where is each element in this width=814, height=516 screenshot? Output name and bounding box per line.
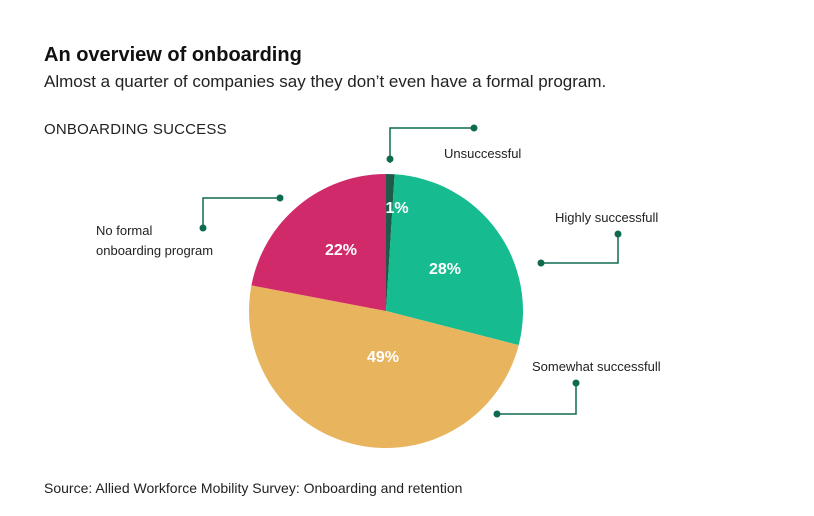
slice-label-noformal: 22% xyxy=(325,242,357,259)
leader-dot-noformal-a xyxy=(199,224,207,232)
category-label-noformal-line: onboarding program xyxy=(96,243,213,258)
leader-line-unsuccessful xyxy=(389,127,474,163)
category-label-highly: Highly successfull xyxy=(555,210,658,225)
leader-dot-somewhat-a xyxy=(493,410,501,418)
leader-dot-unsuccessful-a xyxy=(386,155,394,163)
slice-label-unsuccessful: 1% xyxy=(385,200,408,217)
section-label: ONBOARDING SUCCESS xyxy=(44,121,227,138)
pie-slice-somewhat xyxy=(248,285,519,449)
pie-slice-noformal xyxy=(251,174,386,311)
source-note: Source: Allied Workforce Mobility Survey… xyxy=(44,480,463,496)
leader-lines xyxy=(199,124,622,418)
slice-label-somewhat: 49% xyxy=(367,349,399,366)
category-label-noformal-line: No formal xyxy=(96,223,152,238)
pie-slice-highly xyxy=(386,174,524,346)
pie-slices xyxy=(248,174,524,449)
leader-dot-somewhat-b xyxy=(572,379,580,387)
pie-slice-unsuccessful xyxy=(386,174,395,311)
leader-line-noformal xyxy=(202,197,280,228)
leader-dot-unsuccessful-b xyxy=(470,124,478,132)
leader-dot-noformal-b xyxy=(276,194,284,202)
category-label-unsuccessful: Unsuccessful xyxy=(444,146,521,161)
leader-line-somewhat xyxy=(497,383,577,415)
chart-title: An overview of onboarding xyxy=(44,44,302,66)
chart-subtitle: Almost a quarter of companies say they d… xyxy=(44,72,607,91)
slice-label-highly: 28% xyxy=(429,261,461,278)
leader-dot-highly-a xyxy=(537,259,545,267)
leader-line-highly xyxy=(541,234,619,264)
category-label-noformal: No formal onboarding program xyxy=(96,223,213,258)
leader-dot-highly-b xyxy=(614,230,622,238)
category-label-somewhat: Somewhat successfull xyxy=(532,359,661,374)
